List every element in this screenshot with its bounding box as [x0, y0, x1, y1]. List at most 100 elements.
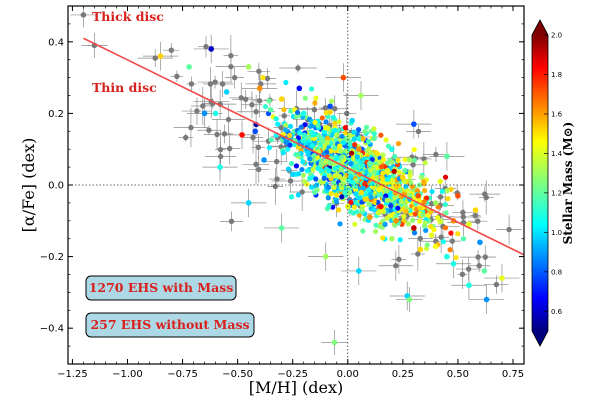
data-point-highlight: [472, 207, 479, 213]
data-point: [347, 141, 354, 148]
data-point: [351, 129, 357, 135]
data-point: [326, 203, 332, 209]
data-point-highlight: [278, 96, 285, 102]
data-point-highlight: [261, 157, 267, 163]
data-point-highlight: [340, 74, 347, 81]
data-point-no-mass: [207, 81, 214, 87]
data-point: [266, 145, 272, 151]
legend-box-with-mass-text: 1270 EHS with Mass: [89, 280, 234, 295]
data-point-no-mass: [417, 235, 424, 242]
data-point: [435, 204, 441, 210]
data-point: [285, 166, 292, 172]
data-point-highlight: [411, 121, 417, 127]
data-point-no-mass: [287, 178, 294, 184]
data-point-no-mass: [194, 108, 200, 114]
data-point-highlight: [267, 107, 274, 113]
data-point: [373, 222, 379, 228]
data-point: [445, 195, 451, 202]
data-point-no-mass: [393, 263, 399, 269]
data-point: [440, 239, 446, 245]
data-point-no-mass: [249, 102, 255, 108]
data-point-no-mass: [228, 63, 234, 70]
data-point: [301, 132, 307, 138]
data-point: [341, 176, 347, 182]
data-point-no-mass: [188, 124, 194, 131]
data-point: [444, 188, 450, 194]
data-point: [324, 149, 330, 155]
data-point: [359, 162, 366, 169]
colorbar: [531, 19, 549, 347]
data-point: [326, 173, 333, 179]
data-point: [365, 187, 371, 193]
data-point-highlight: [239, 132, 245, 138]
data-point-highlight: [481, 268, 488, 274]
data-point-no-mass: [200, 103, 206, 109]
data-point: [385, 160, 391, 166]
data-point: [351, 204, 357, 210]
data-point: [421, 187, 428, 194]
data-point: [395, 157, 401, 164]
data-point: [311, 153, 317, 159]
data-point-highlight: [305, 149, 311, 156]
data-point-highlight: [318, 167, 325, 174]
data-point: [287, 132, 293, 139]
data-point-highlight: [483, 296, 490, 303]
data-point: [392, 195, 398, 201]
y-tick-label: 0.0: [48, 181, 64, 192]
data-point: [266, 98, 272, 104]
data-point: [295, 152, 301, 158]
data-point-no-mass: [482, 191, 488, 197]
data-point-no-mass: [281, 113, 287, 119]
data-point: [338, 166, 344, 172]
data-point: [376, 187, 382, 193]
data-point-highlight: [371, 135, 378, 142]
y-tick-label: −0.4: [40, 324, 64, 335]
data-point: [407, 172, 413, 179]
data-point: [309, 143, 316, 149]
data-point: [437, 218, 443, 224]
data-point: [418, 174, 425, 180]
data-point-no-mass: [228, 52, 234, 59]
data-point-highlight: [358, 92, 364, 99]
data-point: [348, 150, 355, 156]
data-point-highlight: [433, 200, 439, 206]
fit-line: [83, 37, 524, 256]
data-point: [323, 158, 329, 165]
data-point-highlight: [417, 246, 424, 253]
data-point: [356, 136, 362, 142]
data-point-highlight: [355, 146, 362, 152]
data-point: [294, 109, 301, 116]
data-point-highlight: [400, 175, 406, 181]
data-point: [313, 95, 319, 101]
data-point: [382, 163, 388, 170]
data-point: [389, 159, 395, 165]
data-point: [281, 107, 287, 113]
data-point-highlight: [311, 189, 318, 195]
data-point-highlight: [355, 268, 362, 274]
data-point: [358, 189, 365, 196]
data-point: [362, 181, 368, 187]
data-point: [332, 120, 338, 126]
data-point: [323, 110, 329, 116]
data-point-no-mass: [264, 75, 271, 82]
data-point: [297, 130, 303, 136]
data-point: [367, 172, 373, 178]
data-point: [262, 103, 269, 110]
data-point-no-mass: [152, 55, 158, 61]
data-point-no-mass: [295, 65, 301, 71]
data-point: [416, 218, 423, 224]
data-point-no-mass: [182, 134, 189, 141]
data-point: [327, 160, 333, 166]
data-point-no-mass: [476, 263, 482, 269]
data-point-highlight: [444, 253, 450, 260]
data-point: [354, 154, 360, 160]
data-point-no-mass: [465, 266, 472, 272]
data-point: [302, 122, 308, 128]
data-point: [397, 237, 403, 243]
data-point-highlight: [278, 225, 285, 231]
data-point: [357, 195, 363, 201]
data-point: [380, 152, 386, 158]
data-point: [280, 150, 286, 156]
data-point: [360, 228, 366, 234]
